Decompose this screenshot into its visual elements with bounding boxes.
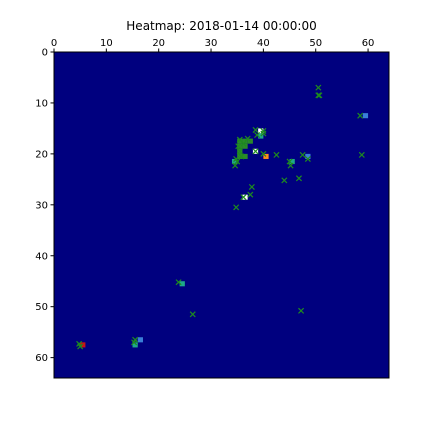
x-tick-label: 0 <box>51 38 57 49</box>
x-marker <box>260 127 267 134</box>
x-marker <box>189 311 196 318</box>
y-tick-label: 10 <box>35 98 48 109</box>
x-marker <box>248 183 255 191</box>
x-marker <box>287 162 294 169</box>
x-marker <box>315 84 322 91</box>
y-axis: 0 10 20 30 40 50 60 <box>35 48 54 364</box>
plot-frame <box>53 51 390 379</box>
x-marker <box>233 204 240 211</box>
x-marker <box>236 148 243 155</box>
x-marker <box>247 191 254 198</box>
x-marker <box>234 158 241 165</box>
heatmap-cell <box>242 194 248 200</box>
x-axis: 0 10 20 30 40 50 60 <box>51 38 375 52</box>
y-tick-label: 50 <box>35 302 48 313</box>
heatmap-cell <box>305 153 311 159</box>
x-marker <box>244 135 251 142</box>
y-tick-label: 40 <box>35 251 48 262</box>
heatmap-cell <box>362 113 369 119</box>
y-tick-label: 60 <box>35 353 48 364</box>
x-tick-label: 20 <box>152 38 165 49</box>
x-marker <box>295 175 302 182</box>
x-tick-label: 60 <box>362 38 375 49</box>
x-marker <box>254 132 261 139</box>
x-marker <box>316 92 323 99</box>
heatmap-cell <box>242 153 248 159</box>
x-marker <box>273 151 280 158</box>
heatmap-background <box>54 52 389 378</box>
heatmap-cell <box>137 337 143 343</box>
x-tick-label: 10 <box>100 38 113 49</box>
x-marker <box>281 177 288 184</box>
heatmap-cell <box>237 138 243 144</box>
heatmap-cell <box>237 153 243 159</box>
y-tick-label: 0 <box>42 48 48 59</box>
heatmap-cell <box>237 143 243 149</box>
heatmap-cell <box>289 158 295 165</box>
x-marker <box>252 148 259 155</box>
x-marker <box>357 112 364 119</box>
x-marker <box>240 194 247 201</box>
y-tick-label: 30 <box>35 200 48 211</box>
x-marker <box>238 153 245 160</box>
x-marker <box>175 279 182 286</box>
heatmap-cell <box>132 342 138 348</box>
chart-title: Heatmap: 2018-01-14 00:00:00 <box>126 19 316 33</box>
x-tick-label: 50 <box>309 38 322 49</box>
heatmap-cell <box>80 342 86 348</box>
x-marker <box>358 151 365 158</box>
heatmap-cell <box>179 281 185 287</box>
x-tick-label: 40 <box>257 38 270 49</box>
x-marker <box>304 155 311 162</box>
heatmap-cell <box>231 158 238 165</box>
x-marker <box>235 143 242 150</box>
x-marker <box>240 140 247 147</box>
x-marker <box>260 150 267 157</box>
x-marker <box>298 307 305 314</box>
x-tick-label: 30 <box>205 38 218 49</box>
x-marker <box>232 162 239 169</box>
y-tick-label: 20 <box>35 149 48 160</box>
x-marker <box>131 339 138 346</box>
x-marker <box>77 343 84 350</box>
x-marker <box>260 130 267 137</box>
marker-layer <box>76 84 365 350</box>
x-marker <box>252 126 259 133</box>
heatmap-cell <box>242 143 248 149</box>
x-marker <box>299 151 306 158</box>
x-marker <box>315 92 322 99</box>
